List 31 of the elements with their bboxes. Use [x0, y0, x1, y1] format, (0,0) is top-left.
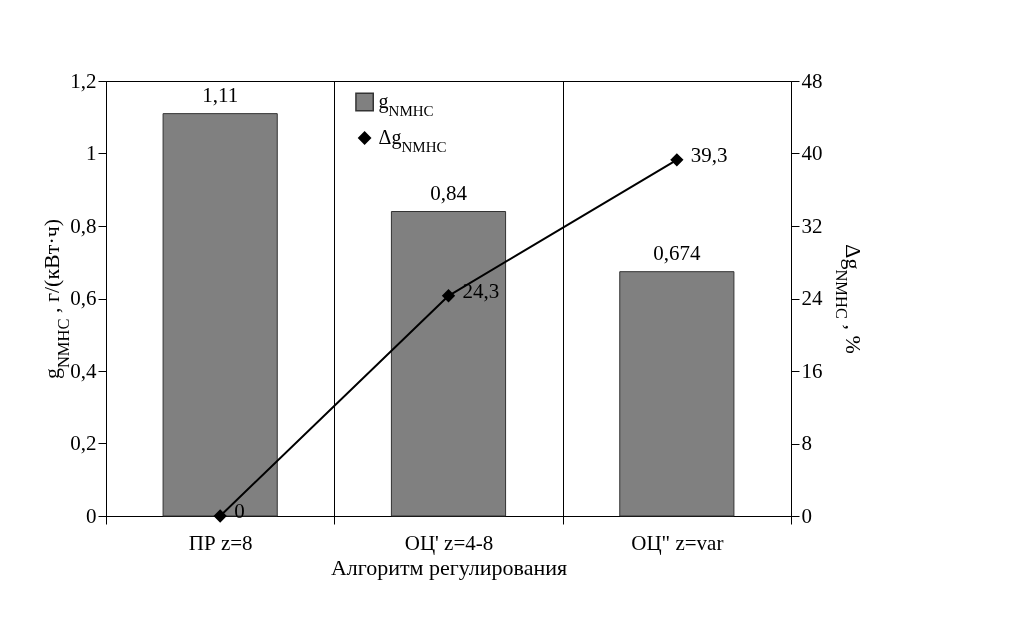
bar [619, 271, 735, 517]
data-label: 24,3 [462, 278, 500, 303]
data-label: 0,84 [430, 180, 468, 205]
y-tick-label: 0,4 [70, 358, 97, 383]
x-tick-label: ОЦ' z=4-8 [404, 530, 494, 555]
legend-label: Δg$_{NMHC}$ [378, 126, 447, 155]
x-tick-label: ПР z=8 [188, 530, 253, 555]
y-tick-label: 1,2 [70, 68, 97, 93]
bar [162, 113, 278, 517]
y2-tick-label: 32 [801, 213, 823, 238]
bar [390, 211, 507, 517]
point [213, 509, 227, 523]
data-label: 0,674 [653, 240, 701, 265]
data-label: 39,3 [690, 142, 728, 167]
legend-label: g$_{NMHC}$ [378, 90, 434, 119]
data-label: 1,11 [202, 82, 239, 107]
y2-tick-label: 8 [801, 431, 812, 455]
y2-tick-label: 40 [801, 141, 823, 165]
y2-tick-label: 16 [801, 358, 823, 383]
y2-tick-label: 24 [801, 286, 823, 310]
x-tick-label: ОЦ" z=var [631, 530, 724, 555]
y-tick-label: 0,2 [70, 431, 97, 455]
y-tick-label: 0 [86, 503, 97, 528]
y-tick-label: 1 [86, 141, 97, 165]
y-tick-label: 0,8 [70, 213, 97, 238]
point [442, 289, 455, 303]
y2-tick-label: 0 [801, 503, 812, 528]
y2-tick-label: 48 [801, 68, 823, 93]
y-tick-label: 0,6 [70, 286, 97, 310]
point [670, 153, 684, 167]
x-axis-title: Алгоритм регулирования [330, 554, 568, 580]
